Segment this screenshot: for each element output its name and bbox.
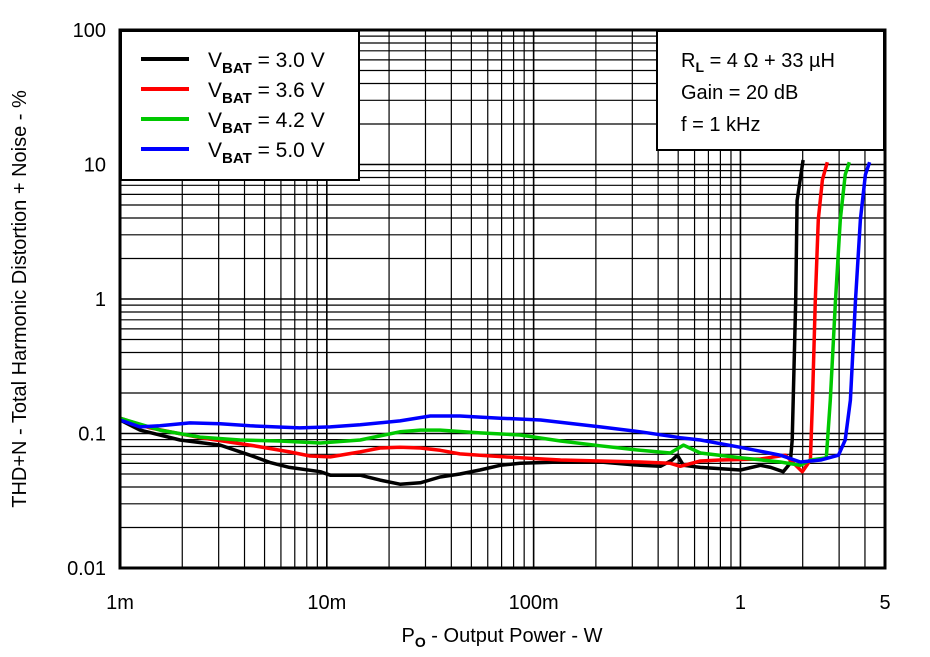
- x-axis-label: PO - Output Power - W: [402, 625, 603, 650]
- legend-label-main: V: [208, 109, 222, 132]
- legend-label: VBAT = 3.6 V: [208, 79, 325, 107]
- annotation-box: RL = 4 Ω + 33 µH Gain = 20 dB f = 1 kHz: [656, 30, 885, 151]
- legend-label: VBAT = 3.0 V: [208, 49, 325, 77]
- annotation-gain: Gain = 20 dB: [681, 82, 798, 104]
- legend-box: [120, 30, 360, 181]
- legend-label-main: V: [208, 49, 222, 72]
- series-line-4: [119, 161, 872, 464]
- legend-label-rest: = 3.6 V: [252, 79, 325, 102]
- legend-label: VBAT = 5.0 V: [208, 139, 325, 167]
- legend-label-main: V: [208, 139, 222, 162]
- y-tick-label: 0.01: [67, 558, 106, 580]
- y-tick-label: 10: [84, 155, 106, 177]
- legend-label-sub: BAT: [222, 120, 252, 137]
- legend-label-sub: BAT: [222, 60, 252, 77]
- legend-label-rest: = 3.0 V: [252, 49, 325, 72]
- series-line-1: [119, 159, 805, 486]
- series-line-3: [119, 161, 851, 468]
- annotation-frame: [656, 30, 885, 151]
- x-tick-label: 10m: [307, 592, 346, 614]
- y-tick-label: 0.1: [78, 424, 106, 446]
- legend-label: VBAT = 4.2 V: [208, 109, 325, 137]
- y-tick-label: 1: [95, 289, 106, 311]
- annotation-frequency: f = 1 kHz: [681, 114, 760, 136]
- x-tick-label: 1: [735, 592, 746, 614]
- y-tick-label: 100: [73, 20, 106, 42]
- legend-label-main: V: [208, 79, 222, 102]
- annotation-load: RL = 4 Ω + 33 µH: [681, 50, 835, 75]
- series-lines: [119, 159, 872, 486]
- legend-label-rest: = 5.0 V: [252, 139, 325, 162]
- x-tick-label: 100m: [509, 592, 559, 614]
- tick-labels: 1m 10m 100m 1 5 100 10 1 0.1 0.01: [67, 20, 891, 614]
- x-tick-label: 1m: [106, 592, 134, 614]
- legend-label-rest: = 4.2 V: [252, 109, 325, 132]
- plot-frame: [118, 28, 887, 570]
- y-axis-label: THD+N - Total Harmonic Distortion + Nois…: [9, 90, 31, 508]
- legend-label-sub: BAT: [222, 90, 252, 107]
- legend-label-sub: BAT: [222, 150, 252, 167]
- x-tick-label: 5: [879, 592, 890, 614]
